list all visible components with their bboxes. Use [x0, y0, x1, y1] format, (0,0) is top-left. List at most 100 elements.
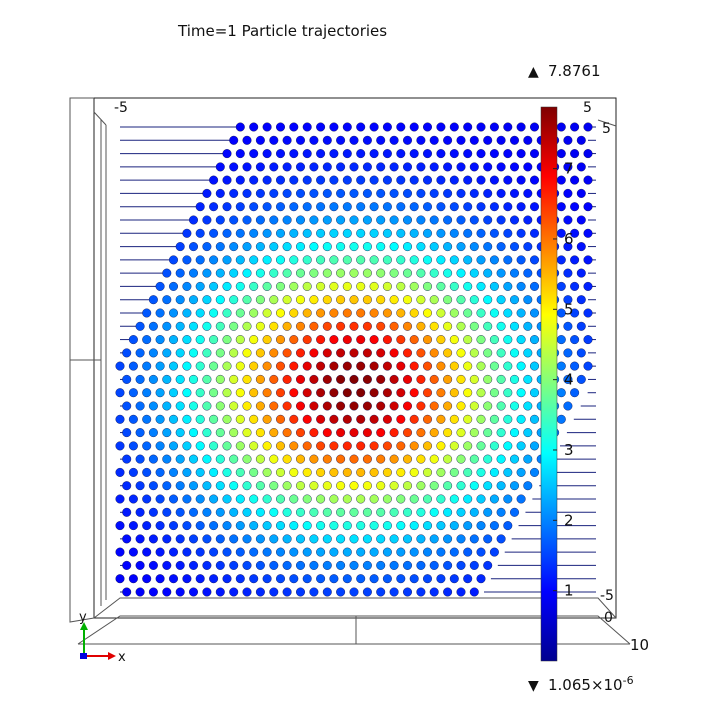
particle: [483, 348, 493, 358]
particle: [403, 215, 413, 225]
particle: [269, 295, 279, 305]
particle: [289, 574, 299, 584]
particle: [249, 494, 259, 504]
particle: [436, 202, 446, 212]
particle: [349, 481, 359, 491]
particle: [416, 348, 426, 358]
particle: [209, 361, 219, 371]
particle: [182, 467, 192, 477]
particle: [329, 547, 339, 557]
particle: [469, 454, 479, 464]
particle: [376, 534, 386, 544]
particle: [289, 122, 299, 132]
particle: [336, 348, 346, 358]
particle: [229, 295, 239, 305]
particle: [443, 135, 453, 145]
particle: [496, 481, 506, 491]
particle: [503, 175, 513, 185]
particle: [436, 335, 446, 345]
particle: [396, 308, 406, 318]
particle: [235, 414, 245, 424]
particle: [282, 428, 292, 438]
particle: [396, 281, 406, 291]
particle: [503, 122, 513, 132]
particle: [456, 507, 466, 517]
particle: [510, 321, 520, 331]
particle: [249, 361, 259, 371]
particle: [476, 149, 486, 159]
particle: [322, 188, 332, 198]
particle: [188, 587, 198, 597]
particle: [322, 428, 332, 438]
particle: [516, 281, 526, 291]
chart-title: Time=1 Particle trajectories: [177, 22, 387, 40]
particle: [128, 494, 138, 504]
particle: [309, 215, 319, 225]
particle: [362, 534, 372, 544]
particle: [362, 188, 372, 198]
particle: [322, 454, 332, 464]
particle: [503, 521, 513, 531]
particle: [142, 361, 152, 371]
particle: [209, 414, 219, 424]
particle: [188, 481, 198, 491]
particle: [302, 228, 312, 238]
particle: [403, 507, 413, 517]
particle: [436, 467, 446, 477]
particle: [115, 574, 125, 584]
particle: [382, 281, 392, 291]
particle: [403, 481, 413, 491]
particle: [316, 467, 326, 477]
particle: [456, 401, 466, 411]
particle: [249, 574, 259, 584]
particle: [249, 149, 259, 159]
particle: [349, 374, 359, 384]
particle: [235, 547, 245, 557]
particle: [423, 228, 433, 238]
particle: [362, 428, 372, 438]
particle: [155, 361, 165, 371]
particle: [229, 135, 239, 145]
particle: [429, 454, 439, 464]
particle: [175, 481, 185, 491]
particle: [155, 281, 165, 291]
particle: [302, 414, 312, 424]
particle: [449, 574, 459, 584]
particle: [242, 321, 252, 331]
particle: [476, 255, 486, 265]
axis-label-top-left: -5: [114, 100, 128, 116]
particle: [142, 494, 152, 504]
particle: [516, 335, 526, 345]
particle: [148, 481, 158, 491]
triad-y-label: y: [79, 610, 87, 625]
particle: [382, 521, 392, 531]
particle: [182, 281, 192, 291]
particle: [389, 215, 399, 225]
particle: [175, 401, 185, 411]
particle: [436, 574, 446, 584]
particle: [162, 348, 172, 358]
particle: [570, 388, 580, 398]
particle: [376, 162, 386, 172]
particle: [309, 295, 319, 305]
particle: [389, 268, 399, 278]
particle: [443, 560, 453, 570]
particle: [316, 255, 326, 265]
particle: [530, 175, 540, 185]
particle: [489, 255, 499, 265]
particle: [235, 388, 245, 398]
triad-y-arrow: [80, 622, 88, 630]
particle: [530, 467, 540, 477]
particle: [162, 401, 172, 411]
particle: [376, 507, 386, 517]
particle: [329, 467, 339, 477]
particle: [356, 547, 366, 557]
particle: [396, 335, 406, 345]
particle: [316, 361, 326, 371]
particle: [309, 135, 319, 145]
particle: [496, 401, 506, 411]
particle: [416, 481, 426, 491]
particle: [476, 202, 486, 212]
axis-label-right-top: 5: [602, 121, 611, 137]
particle: [195, 547, 205, 557]
